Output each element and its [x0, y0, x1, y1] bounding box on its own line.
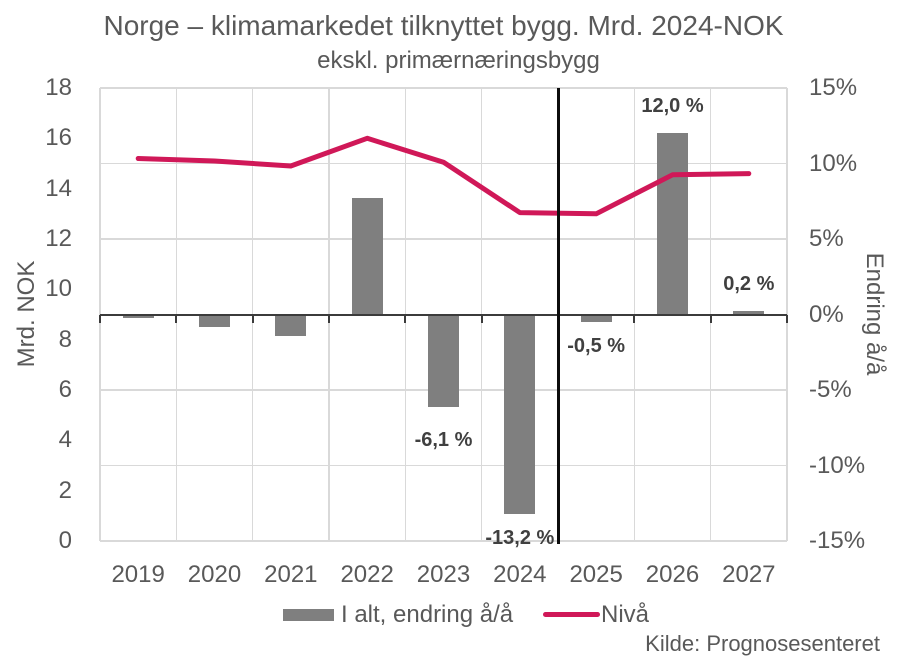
bar-2026 — [657, 133, 688, 315]
left-tick-label: 18 — [45, 74, 72, 101]
left-tick-label: 8 — [58, 325, 72, 353]
bar-2021 — [275, 314, 307, 336]
bar-data-label-2024: -13,2 % — [485, 526, 555, 549]
bar-2022 — [351, 198, 383, 315]
category-axis-tick — [480, 314, 483, 323]
x-tick-label-2022: 2022 — [340, 561, 394, 588]
right-tick-label: -15% — [809, 527, 866, 554]
bar-2025 — [580, 314, 612, 323]
right-tick-label: -5% — [809, 376, 852, 403]
left-tick-label: 0 — [58, 527, 72, 554]
left-axis-title: Mrd. NOK — [13, 260, 40, 368]
x-tick-label-2019: 2019 — [111, 561, 165, 588]
x-tick-label-2021: 2021 — [264, 561, 318, 588]
left-tick-label: 12 — [45, 225, 72, 252]
category-axis-line — [100, 313, 787, 316]
x-tick-label-2023: 2023 — [416, 561, 471, 588]
bar-data-label-2027: 0,2 % — [723, 273, 775, 296]
category-axis-tick — [404, 314, 407, 323]
right-tick-label: 0% — [809, 300, 844, 328]
x-tick-label-2020: 2020 — [187, 561, 242, 588]
category-axis-tick — [99, 314, 101, 323]
h-gridline — [100, 87, 787, 89]
legend-bar-label: I alt, endring å/å — [341, 601, 514, 628]
bar-2023 — [428, 314, 459, 407]
left-tick-label: 2 — [58, 476, 72, 504]
x-tick-label-2024: 2024 — [493, 561, 547, 588]
legend-bar-swatch — [283, 609, 334, 621]
bar-2024 — [504, 314, 536, 514]
chart-title: Norge – klimamarkedet tilknyttet bygg. M… — [103, 10, 784, 41]
left-tick-label: 10 — [45, 275, 72, 303]
right-tick-label: 10% — [809, 149, 858, 177]
x-tick-label-2025: 2025 — [569, 561, 623, 588]
category-axis-tick — [175, 314, 178, 323]
forecast-divider-line — [556, 88, 560, 544]
plot-area: -6,1 % -13,2 % -0,5 % 12,0 % 0,2 % — [99, 87, 788, 549]
left-tick-label: 4 — [58, 426, 72, 454]
bar-data-label-2026: 12,0 % — [641, 95, 704, 118]
left-tick-label: 6 — [58, 376, 72, 403]
right-tick-label: -10% — [809, 451, 866, 479]
category-axis-tick — [786, 314, 788, 323]
left-tick-label: 16 — [45, 124, 72, 152]
right-axis-title: Endring å/å — [861, 252, 888, 376]
right-tick-label: 15% — [809, 74, 858, 101]
legend: I alt, endring å/å Nivå — [0, 601, 900, 629]
legend-line-label: Nivå — [601, 601, 650, 628]
bar-2020 — [199, 314, 230, 327]
h-gridline — [100, 238, 787, 240]
chart-subtitle: ekskl. primærnæringsbygg — [317, 47, 600, 74]
x-tick-label-2026: 2026 — [645, 561, 700, 588]
bar-data-label-2023: -6,1 % — [414, 428, 473, 451]
legend-line-swatch — [543, 612, 600, 617]
bar-2027 — [733, 311, 765, 315]
h-gridline — [100, 540, 787, 542]
category-axis-tick — [633, 314, 636, 323]
right-tick-label: 5% — [809, 225, 844, 252]
category-axis-tick — [328, 314, 330, 323]
bar-data-label-2025: -0,5 % — [567, 335, 626, 358]
level-line-series — [135, 135, 752, 217]
category-axis-tick — [709, 314, 712, 323]
bar-2019 — [122, 314, 154, 318]
h-gridline — [100, 464, 787, 467]
left-tick-label: 14 — [45, 174, 72, 202]
x-tick-label-2027: 2027 — [722, 561, 776, 588]
source-credit: Kilde: Prognosesenteret — [645, 631, 880, 656]
level-line-path — [135, 135, 752, 217]
category-axis-tick — [251, 314, 254, 323]
